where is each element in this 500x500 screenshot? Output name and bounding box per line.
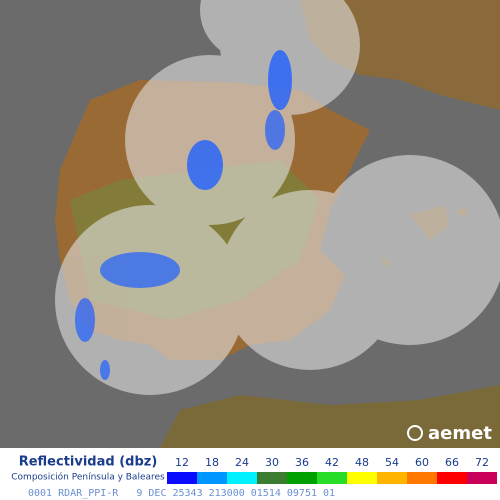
scale-swatch — [167, 472, 197, 484]
legend-title: Reflectividad (dbz) — [19, 455, 158, 470]
scale-swatch — [287, 472, 317, 484]
footer-text: 0001 RDAR_PPI-R 9 DEC 25343 213000 01514… — [28, 488, 335, 499]
scale-swatch — [437, 472, 467, 484]
scale-swatch — [377, 472, 407, 484]
logo-text: aemet — [428, 423, 492, 444]
africa — [160, 385, 500, 448]
map: aemet — [0, 0, 500, 448]
scale-swatch — [197, 472, 227, 484]
scale-label: 60 — [415, 456, 429, 469]
scale-label: 30 — [265, 456, 279, 469]
scale-label: 72 — [475, 456, 489, 469]
scale-label: 36 — [295, 456, 309, 469]
scale-label: 48 — [355, 456, 369, 469]
scale-label: 42 — [325, 456, 339, 469]
scale-swatch — [257, 472, 287, 484]
color-scale: 12 18 24 30 36 42 48 54 60 66 72 — [167, 456, 497, 484]
scale-swatch — [317, 472, 347, 484]
footer-bg — [0, 486, 500, 500]
scale-swatch — [407, 472, 437, 484]
scale-swatch — [347, 472, 377, 484]
scale-label: 24 — [235, 456, 249, 469]
scale-swatch — [227, 472, 257, 484]
echoes — [75, 50, 292, 380]
radar-coverage — [55, 0, 500, 395]
scale-label: 18 — [205, 456, 219, 469]
scale-label: 66 — [445, 456, 459, 469]
scale-swatch — [467, 472, 497, 484]
scale-label: 12 — [175, 456, 189, 469]
scale-label: 54 — [385, 456, 399, 469]
logo: aemet — [407, 423, 492, 444]
legend-subtitle: Composición Península y Baleares — [11, 472, 165, 483]
